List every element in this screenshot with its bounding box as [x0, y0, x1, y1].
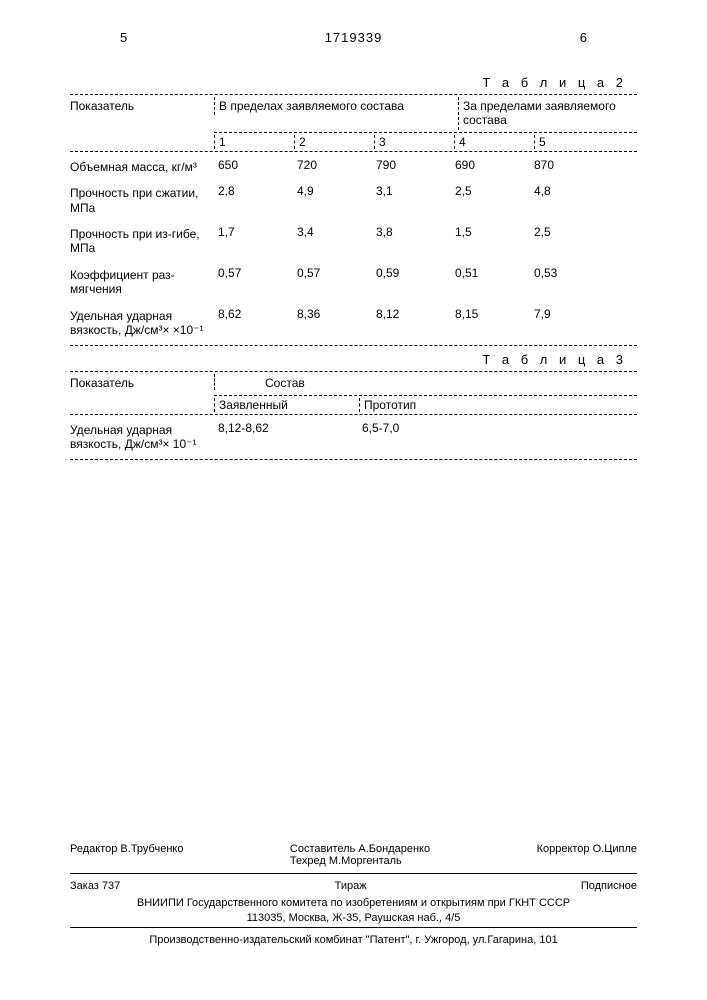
header-page-numbers: 5 1719339 6: [120, 30, 587, 45]
row-label: Коэффициент раз-мягчения: [70, 266, 214, 299]
cell: 8,12: [372, 307, 451, 340]
cell: 2,5: [530, 225, 609, 258]
divider: [70, 371, 637, 372]
table-row: Удельная ударная вязкость, Дж/см³× ×10⁻¹…: [70, 303, 637, 344]
cell: 3,8: [372, 225, 451, 258]
table-row: Прочность при сжатии, МПа 2,8 4,9 3,1 2,…: [70, 180, 637, 221]
table2-header-row: Показатель В пределах заявляемого состав…: [70, 97, 637, 130]
cell: 8,12-8,62: [214, 421, 358, 454]
table-row: Объемная масса, кг/м³ 650 720 790 690 87…: [70, 154, 637, 180]
row-label: Объемная масса, кг/м³: [70, 158, 214, 176]
compiler-techred: Составитель А.Бондаренко Техред М.Морген…: [290, 843, 430, 867]
order-number: Заказ 737: [70, 880, 120, 892]
cell: 6,5-7,0: [358, 421, 637, 454]
tirazh: Тираж: [335, 880, 367, 892]
col-num: 4: [454, 135, 534, 149]
cell: 690: [451, 158, 530, 176]
table3-label-header: Показатель: [70, 374, 214, 392]
col-num: 3: [374, 135, 454, 149]
editor: Редактор В.Трубченко: [70, 843, 183, 867]
divider: [70, 873, 637, 874]
cell: 3,1: [372, 184, 451, 217]
publisher-org: ВНИИПИ Государственного комитета по изоб…: [70, 896, 637, 925]
cell: 3,4: [293, 225, 372, 258]
table3-col-b: Прототип: [359, 398, 637, 412]
table-row: Коэффициент раз-мягчения 0,57 0,57 0,59 …: [70, 262, 637, 303]
table3-col-a: Заявленный: [214, 398, 359, 412]
table2-label-header: Показатель: [70, 97, 214, 115]
cell: 790: [372, 158, 451, 176]
divider: [70, 414, 637, 415]
col-num: 1: [214, 135, 294, 149]
press-address: Производственно-издательский комбинат "П…: [70, 930, 637, 950]
cell: 8,36: [293, 307, 372, 340]
row-label: Прочность при сжатии, МПа: [70, 184, 214, 217]
table2: Показатель В пределах заявляемого состав…: [70, 97, 637, 343]
divider: [70, 151, 637, 152]
cell: 0,59: [372, 266, 451, 299]
imprint-footer: Редактор В.Трубченко Составитель А.Бонда…: [70, 839, 637, 950]
cell: 7,9: [530, 307, 609, 340]
table-row: Прочность при из-гибе, МПа 1,7 3,4 3,8 1…: [70, 221, 637, 262]
cell: 0,57: [214, 266, 293, 299]
divider: [70, 94, 637, 95]
cell: 8,15: [451, 307, 530, 340]
cell: 0,57: [293, 266, 372, 299]
page-col-right: 6: [580, 30, 587, 45]
cell: 0,51: [451, 266, 530, 299]
col-num: 2: [294, 135, 374, 149]
table2-group-b: За пределами заявляемого состава: [458, 97, 637, 130]
page: 5 1719339 6 Т а б л и ц а 2 Показатель В…: [0, 0, 707, 1000]
cell: 2,8: [214, 184, 293, 217]
cell: 4,9: [293, 184, 372, 217]
page-col-left: 5: [120, 30, 127, 45]
cell: 2,5: [451, 184, 530, 217]
patent-number: 1719339: [325, 30, 383, 45]
cell: 650: [214, 158, 293, 176]
corrector: Корректор О.Ципле: [537, 843, 637, 867]
row-label: Прочность при из-гибе, МПа: [70, 225, 214, 258]
divider: [70, 459, 637, 460]
cell: 870: [530, 158, 609, 176]
table2-subheader-row: 1 2 3 4 5: [70, 130, 637, 149]
table3-title: Т а б л и ц а 3: [70, 352, 627, 367]
divider: [70, 345, 637, 346]
row-label: Удельная ударная вязкость, Дж/см³× 10⁻¹: [70, 421, 214, 454]
table-row: Удельная ударная вязкость, Дж/см³× 10⁻¹ …: [70, 417, 637, 458]
cell: 1,7: [214, 225, 293, 258]
divider: [70, 927, 637, 928]
row-label: Удельная ударная вязкость, Дж/см³× ×10⁻¹: [70, 307, 214, 340]
table3-super-header: Состав: [214, 374, 637, 390]
cell: 720: [293, 158, 372, 176]
cell: 4,8: [530, 184, 609, 217]
table2-title: Т а б л и ц а 2: [70, 75, 627, 90]
cell: 1,5: [451, 225, 530, 258]
cell: 0,53: [530, 266, 609, 299]
table2-group-a: В пределах заявляемого состава: [214, 97, 458, 115]
col-num: 5: [534, 135, 614, 149]
table3: Показатель Состав Заявленный Прототип Уд…: [70, 374, 637, 457]
cell: 8,62: [214, 307, 293, 340]
podpisnoe: Подписное: [581, 880, 637, 892]
